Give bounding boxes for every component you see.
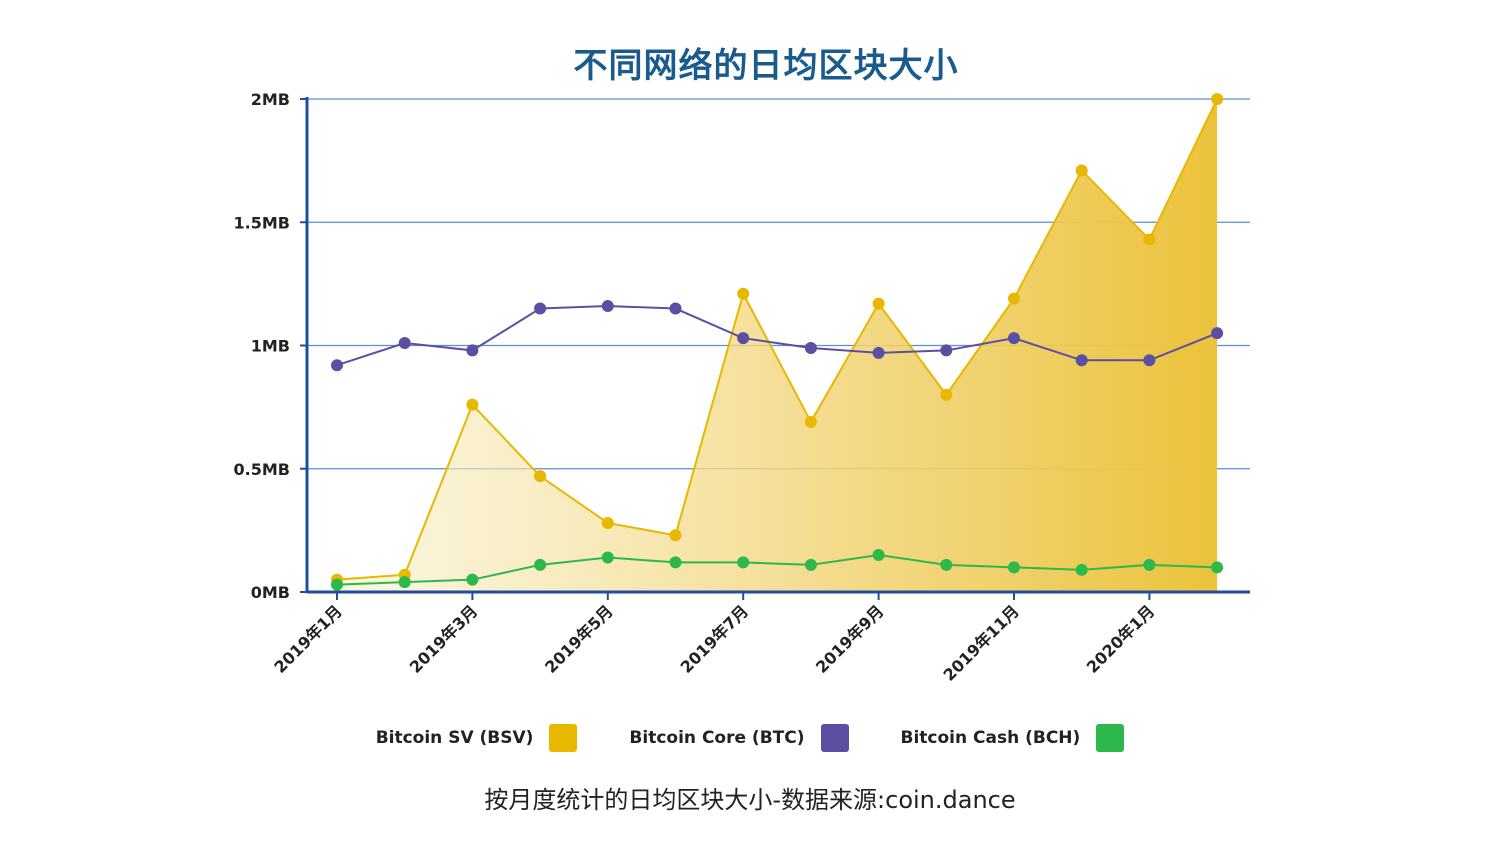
x-tick-label: 2019年9月 (812, 601, 887, 676)
data-point (1143, 233, 1156, 246)
data-point (872, 549, 885, 562)
data-point (466, 398, 479, 411)
data-point (1211, 561, 1224, 574)
data-point (669, 556, 682, 569)
y-tick-label: 0MB (251, 583, 290, 602)
data-point (872, 297, 885, 310)
data-point (804, 558, 817, 571)
data-point (804, 341, 817, 354)
data-point (331, 359, 343, 372)
y-tick-label: 1.5MB (234, 213, 290, 232)
data-point (940, 388, 953, 401)
data-point (1211, 327, 1224, 340)
legend-label: Bitcoin Core (BTC) (629, 728, 805, 748)
data-point (737, 556, 750, 569)
data-point (1143, 558, 1156, 571)
x-tick-label: 2019年11月 (940, 601, 1023, 684)
series-area-0 (337, 99, 1218, 592)
legend: Bitcoin SV (BSV) Bitcoin Core (BTC) Bitcoi… (0, 724, 1500, 752)
series-line-1 (336, 305, 1218, 367)
data-point (466, 344, 479, 357)
data-point (331, 578, 343, 591)
data-point (601, 551, 614, 564)
y-tick-label: 0.5MB (234, 460, 290, 479)
data-point (1008, 561, 1020, 574)
data-point (872, 346, 885, 359)
data-point (804, 415, 817, 428)
x-tick-label: 2019年3月 (406, 601, 481, 676)
data-point (601, 300, 614, 313)
x-tick-label: 2019年7月 (677, 601, 752, 676)
data-point (466, 573, 479, 586)
legend-swatch (1096, 724, 1125, 752)
data-point (534, 470, 547, 483)
data-point (737, 287, 750, 300)
data-point (669, 529, 682, 542)
data-point (601, 516, 614, 529)
data-point (534, 302, 547, 315)
data-point (398, 576, 411, 589)
legend-swatch (820, 724, 849, 752)
data-point (1008, 332, 1020, 345)
data-point (1075, 164, 1088, 177)
legend-item: Bitcoin Cash (BCH) (901, 724, 1125, 752)
data-point (940, 558, 953, 571)
data-point (1008, 292, 1020, 305)
series-line-2 (336, 554, 1218, 586)
legend-swatch (549, 724, 578, 752)
data-point (1075, 354, 1088, 367)
x-tick-label: 2020年1月 (1083, 601, 1158, 676)
series-line-0 (336, 98, 1219, 581)
data-point (534, 558, 547, 571)
x-tick-label: 2019年1月 (270, 601, 345, 676)
chart-title: 不同网络的日均区块大小 (573, 46, 959, 86)
data-point (940, 344, 953, 357)
data-point (737, 332, 750, 345)
chart-caption: 按月度统计的日均区块大小-数据来源:coin.dance (484, 786, 1016, 814)
x-tick-label: 2019年5月 (541, 601, 616, 676)
y-tick-label: 1MB (251, 337, 290, 356)
legend-item: Bitcoin Core (BTC) (629, 724, 849, 752)
legend-label: Bitcoin Cash (BCH) (900, 728, 1081, 748)
y-tick-label: 2MB (251, 90, 290, 109)
data-point (1211, 93, 1224, 105)
data-point (1143, 354, 1156, 367)
legend-item: Bitcoin SV (BSV) (376, 724, 578, 752)
data-point (398, 337, 411, 350)
data-point (669, 302, 682, 315)
data-point (1075, 563, 1088, 576)
legend-label: Bitcoin SV (BSV) (375, 728, 534, 748)
